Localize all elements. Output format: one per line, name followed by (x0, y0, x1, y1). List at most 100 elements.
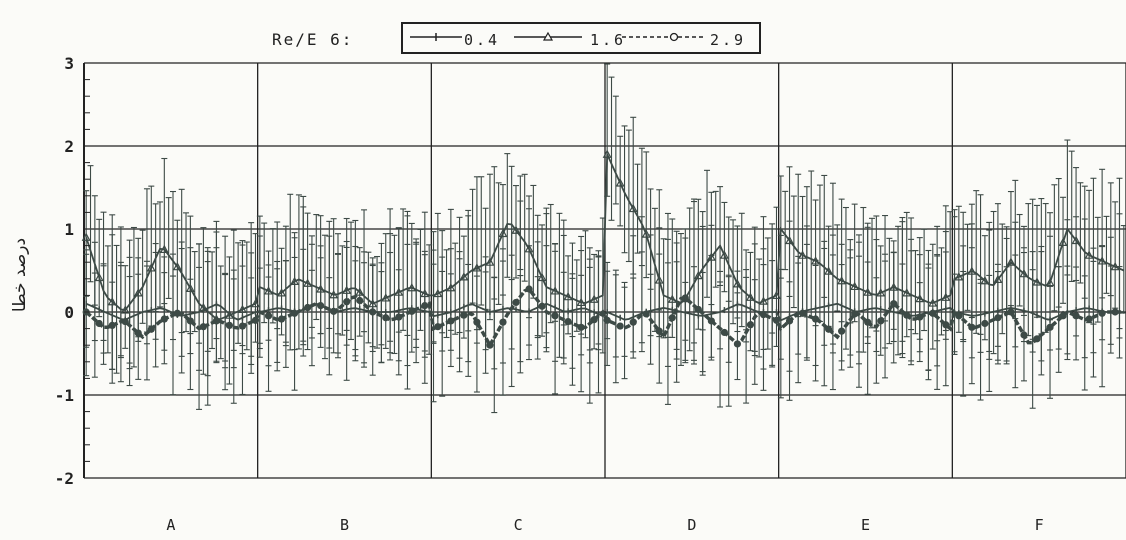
point-marker (655, 327, 663, 335)
point-marker (146, 263, 156, 272)
point-marker (486, 341, 494, 349)
point-marker (212, 317, 221, 325)
legend: 0.4 1.6 2.9 (401, 22, 761, 54)
point-marker (303, 303, 312, 312)
point-marker (381, 293, 391, 302)
y-tick-label: 2 (64, 137, 74, 156)
point-marker (577, 323, 585, 331)
point-marker (877, 317, 885, 325)
point-marker (928, 298, 938, 307)
point-marker (1059, 312, 1067, 320)
legend-box (401, 22, 761, 54)
point-marker (603, 316, 611, 324)
point-marker (589, 294, 599, 303)
point-marker (395, 313, 403, 321)
point-marker (290, 309, 299, 317)
point-marker (172, 261, 182, 271)
x-tick-label: E (861, 516, 870, 534)
point-marker (147, 325, 155, 333)
point-marker (433, 288, 443, 298)
point-marker (590, 316, 598, 324)
point-marker (602, 149, 612, 158)
point-marker (954, 272, 964, 281)
point-marker (459, 272, 469, 281)
point-marker (134, 329, 142, 337)
point-marker (694, 305, 702, 314)
point-marker (250, 298, 261, 308)
point-marker (1110, 261, 1120, 271)
point-marker (732, 279, 742, 288)
point-marker (563, 291, 573, 301)
point-marker (771, 290, 782, 299)
point-marker (616, 322, 624, 330)
point-marker (264, 312, 273, 320)
point-marker (421, 302, 429, 310)
series-line (85, 286, 1124, 349)
point-marker (615, 178, 625, 187)
point-marker (277, 288, 287, 297)
point-marker (498, 228, 508, 238)
point-marker (824, 325, 833, 333)
point-marker (460, 311, 468, 319)
y-tick-label: 1 (64, 220, 74, 239)
point-marker (1085, 315, 1093, 323)
point-marker (876, 288, 886, 297)
point-marker (642, 310, 650, 318)
x-tick-label: F (1035, 516, 1044, 534)
point-marker (356, 296, 364, 305)
point-marker (994, 314, 1002, 322)
point-marker (121, 317, 129, 326)
point-marker (186, 317, 194, 325)
point-marker (551, 312, 559, 320)
point-marker (159, 244, 169, 254)
x-tick-label: A (166, 516, 175, 534)
point-marker (667, 294, 677, 303)
legend-label-0.4: 0.4 (464, 31, 500, 49)
point-marker (94, 272, 104, 282)
point-marker (81, 232, 91, 241)
x-tick-label: D (687, 516, 696, 534)
point-marker (864, 318, 872, 326)
point-marker (733, 340, 742, 348)
point-marker (681, 294, 689, 302)
point-marker (95, 319, 103, 328)
point-marker (824, 266, 834, 275)
point-marker (537, 272, 547, 282)
point-marker (628, 203, 638, 213)
point-marker (903, 311, 911, 319)
x-tick-label: B (340, 516, 349, 534)
point-marker (811, 315, 820, 323)
point-marker (850, 281, 860, 291)
point-marker (785, 317, 794, 325)
point-marker (1033, 335, 1041, 343)
point-marker (629, 318, 637, 326)
point-marker (224, 310, 234, 319)
point-marker (641, 229, 651, 238)
point-marker (564, 317, 572, 326)
point-marker (277, 315, 286, 323)
point-marker (485, 257, 495, 266)
point-marker (198, 302, 208, 312)
point-marker (1098, 309, 1106, 317)
y-tick-label: -2 (55, 469, 74, 488)
legend-marker-2.9 (669, 32, 679, 42)
point-marker (511, 225, 521, 234)
series-2.9 (82, 195, 1124, 414)
point-marker (851, 310, 859, 318)
legend-label-2.9: 2.9 (710, 31, 746, 49)
point-marker (1072, 312, 1080, 320)
point-marker (1007, 308, 1015, 316)
point-marker (902, 288, 912, 297)
point-marker (160, 315, 168, 323)
point-marker (303, 278, 313, 287)
point-marker (811, 256, 821, 265)
point-marker (1020, 331, 1028, 339)
point-marker (408, 307, 416, 315)
point-marker (538, 302, 546, 310)
point-marker (382, 314, 390, 322)
point-marker (955, 312, 963, 320)
x-tick-label: C (514, 516, 523, 534)
point-marker (746, 321, 755, 329)
